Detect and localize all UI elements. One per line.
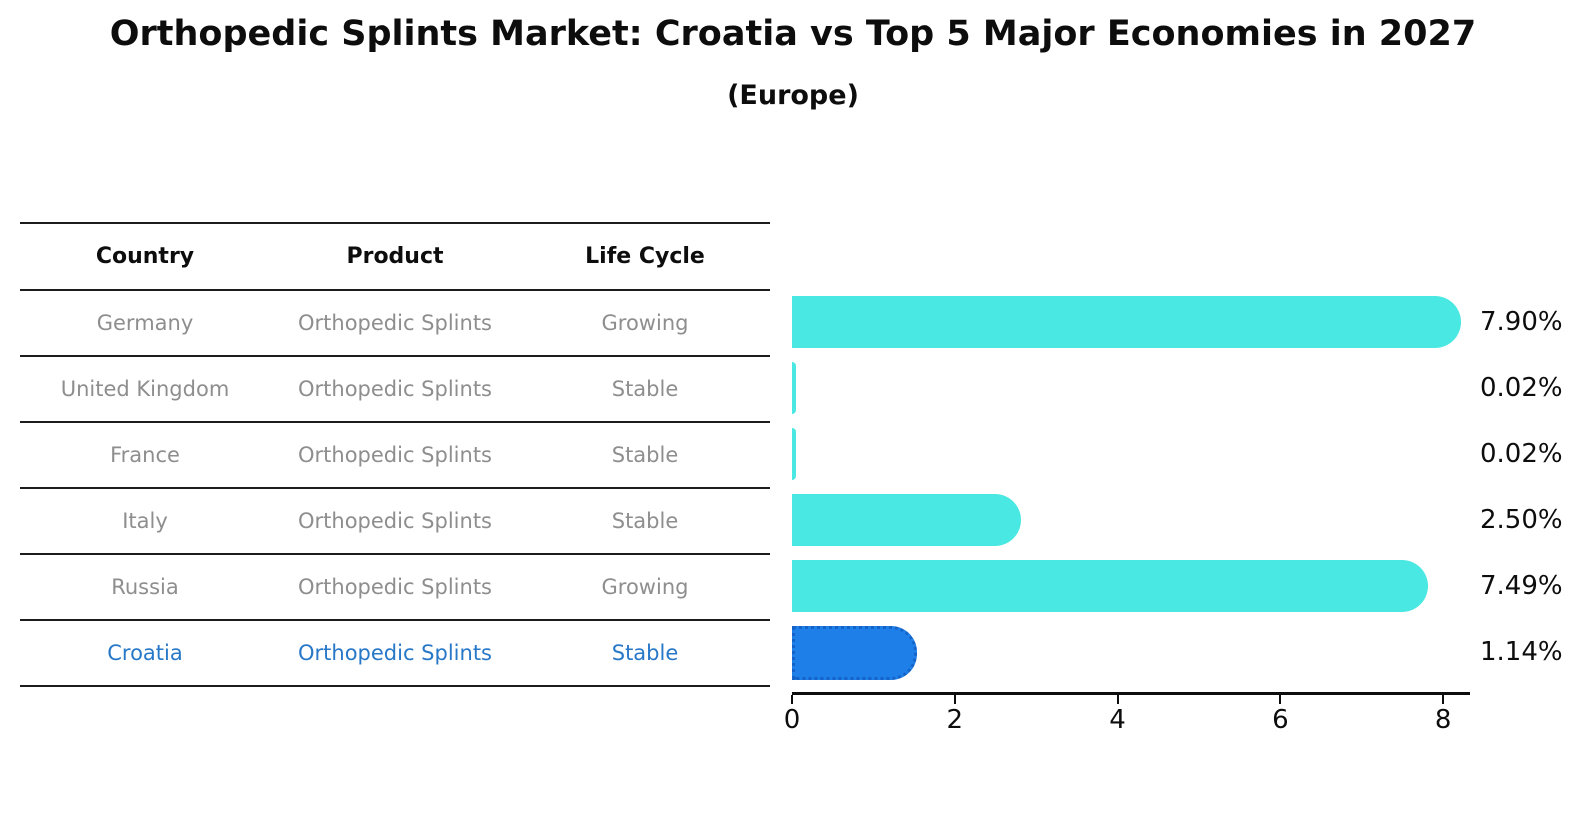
cell-life-cycle: Stable [611, 377, 679, 401]
bar-value-label: 7.90% [1480, 307, 1563, 337]
cell-country: Germany [96, 311, 194, 335]
table-row: United Kingdom Orthopedic Splints Stable [20, 357, 770, 423]
bar-france [792, 428, 796, 480]
bar-value-label: 2.50% [1480, 505, 1563, 535]
table-row: Italy Orthopedic Splints Stable [20, 489, 770, 555]
cell-country: Italy [122, 509, 168, 533]
table-header-row: Country Product Life Cycle [20, 222, 770, 291]
x-axis-tick-label: 0 [783, 705, 801, 735]
column-header-country: Country [95, 244, 195, 269]
country-table: Country Product Life Cycle Germany Ortho… [20, 222, 770, 687]
column-header-life-cycle: Life Cycle [585, 244, 705, 269]
table-row: Germany Orthopedic Splints Growing [20, 291, 770, 357]
cell-life-cycle: Growing [601, 575, 689, 599]
x-axis-tick-label: 8 [1434, 705, 1452, 735]
bar-united-kingdom [792, 362, 796, 414]
cell-life-cycle: Stable [611, 641, 679, 665]
bar-chart: 7.90% 0.02% 0.02% 2.50% 7.49% 1.14% 0 2 … [784, 289, 1563, 749]
chart-title: Orthopedic Splints Market: Croatia vs To… [109, 14, 1477, 54]
cell-product: Orthopedic Splints [297, 509, 492, 533]
x-axis-tick-label: 2 [946, 705, 964, 735]
x-axis-tick [1442, 695, 1445, 704]
column-header-product: Product [346, 244, 444, 269]
x-axis-tick [791, 695, 793, 704]
table-row: Russia Orthopedic Splints Growing [20, 555, 770, 621]
cell-product: Orthopedic Splints [297, 443, 492, 467]
x-axis-tick-label: 4 [1109, 705, 1126, 735]
chart-subtitle: (Europe) [727, 80, 859, 111]
cell-life-cycle: Growing [601, 311, 689, 335]
bar-value-label: 0.02% [1480, 373, 1563, 403]
bar-value-label: 7.49% [1480, 571, 1563, 601]
table-row-croatia: Croatia Orthopedic Splints Stable [20, 621, 770, 687]
cell-life-cycle: Stable [611, 443, 679, 467]
cell-country: Russia [111, 575, 179, 599]
x-axis-tick [1279, 695, 1282, 704]
bar-italy [792, 494, 1022, 546]
cell-product: Orthopedic Splints [297, 311, 492, 335]
cell-product: Orthopedic Splints [297, 641, 492, 665]
bar-croatia [792, 626, 917, 680]
x-axis-tick [953, 695, 956, 704]
bar-germany [792, 296, 1461, 348]
cell-country: Croatia [107, 641, 183, 665]
cell-life-cycle: Stable [611, 509, 679, 533]
bar-russia [792, 560, 1428, 612]
x-axis-line [792, 692, 1470, 695]
cell-country: France [110, 443, 180, 467]
bar-value-label: 0.02% [1480, 439, 1563, 469]
table-row: France Orthopedic Splints Stable [20, 423, 770, 489]
cell-country: United Kingdom [60, 377, 230, 401]
cell-product: Orthopedic Splints [297, 377, 492, 401]
cell-product: Orthopedic Splints [297, 575, 492, 599]
x-axis-tick-label: 6 [1272, 705, 1289, 735]
bar-value-label: 1.14% [1480, 637, 1563, 667]
x-axis-tick [1116, 695, 1119, 704]
